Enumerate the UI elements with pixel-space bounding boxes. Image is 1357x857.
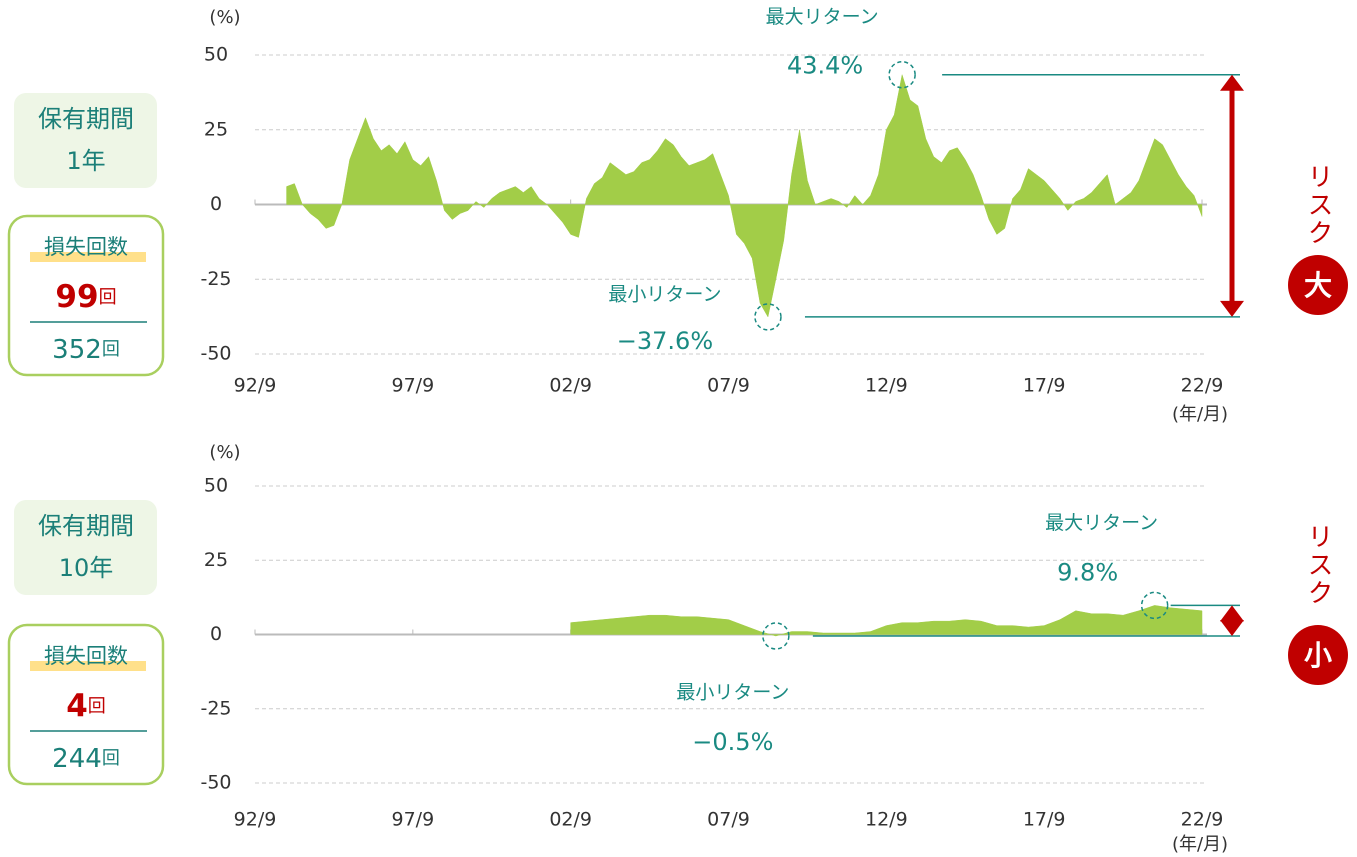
x-tick-label: 17/9 [1023,375,1066,397]
holding-panel [14,93,157,188]
annotation-value: −0.5% [692,728,773,756]
area [286,74,1203,318]
y-tick-label: 25 [204,118,228,140]
risk-badge [1288,625,1348,685]
arrow-head [1220,74,1244,91]
arrow-head [1220,605,1244,622]
loss-total-number: 244 [52,744,102,774]
loss-count-number: 4 [66,688,88,724]
loss-highlight [30,252,146,262]
y-tick-label: -50 [200,343,231,365]
annotation-value: 9.8% [1057,558,1118,586]
holding-period: 10年 [59,554,114,582]
annotation-label: 最大リターン [1045,512,1158,534]
loss-total: 244回 [52,744,120,774]
x-tick-label: 07/9 [707,375,750,397]
y-unit: (%) [209,442,240,463]
loss-count: 4回 [66,688,106,724]
annotation-label: 最大リターン [766,6,879,28]
loss-total-unit: 回 [102,748,120,769]
holding-label: 保有期間 [38,512,134,540]
y-tick-label: -25 [200,697,231,719]
annotation-value: −37.6% [617,327,713,355]
holding-panel [14,500,157,595]
annotation-value: 43.4% [787,52,863,80]
x-unit: (年/月) [1172,834,1228,855]
risk-level: 大 [1304,269,1332,302]
arrow-head [1220,300,1244,317]
loss-count: 99回 [55,279,116,315]
y-tick-label: 25 [204,549,228,571]
x-tick-label: 97/9 [391,375,434,397]
loss-label: 損失回数 [44,235,128,259]
x-tick-label: 92/9 [234,375,277,397]
arrow-head [1220,619,1244,636]
annotation-circle [1140,591,1169,620]
x-tick-label: 12/9 [865,375,908,397]
y-tick-label: 0 [210,193,222,215]
y-unit: (%) [209,7,240,28]
holding-period: 1年 [66,147,105,175]
risk-level: 小 [1304,639,1332,672]
y-tick-label: -50 [200,772,231,794]
loss-label: 損失回数 [44,644,128,668]
annotation-label: 最小リターン [676,681,789,703]
loss-count-unit: 回 [88,696,106,717]
x-tick-label: 02/9 [549,809,592,831]
loss-count-unit: 回 [99,287,117,308]
x-tick-label: 22/9 [1181,809,1224,831]
holding-label: 保有期間 [38,105,134,133]
x-tick-label: 92/9 [234,809,277,831]
x-tick-label: 22/9 [1181,375,1224,397]
loss-highlight [30,661,146,671]
x-tick-label: 17/9 [1023,809,1066,831]
loss-total-number: 352 [52,335,102,365]
risk-label: リスク [1303,523,1333,607]
x-tick-label: 07/9 [707,809,750,831]
x-tick-label: 02/9 [549,375,592,397]
area [570,605,1203,637]
loss-total-unit: 回 [102,339,120,360]
loss-count-number: 99 [55,279,98,315]
x-tick-label: 97/9 [391,809,434,831]
y-tick-label: 0 [210,623,222,645]
y-tick-label: 50 [204,475,228,497]
risk-badge [1288,255,1348,315]
loss-total: 352回 [52,335,120,365]
x-tick-label: 12/9 [865,809,908,831]
annotation-circle [888,60,916,89]
annotation-circle [762,622,790,650]
y-tick-label: 50 [204,44,228,66]
annotation-label: 最小リターン [608,283,721,305]
risk-label: リスク [1303,163,1333,247]
annotation-circle [754,303,782,331]
x-unit: (年/月) [1172,404,1228,425]
y-tick-label: -25 [200,268,231,290]
